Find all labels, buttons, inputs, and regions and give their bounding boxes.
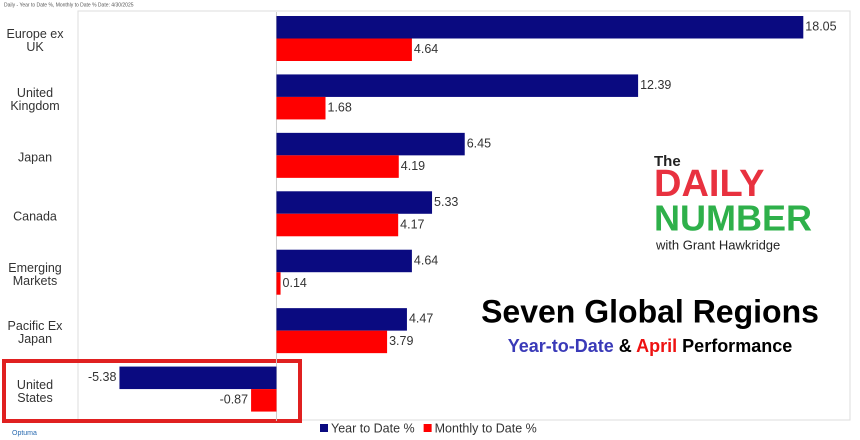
subtitle-part: Performance [682, 336, 792, 356]
value-label: 0.14 [283, 276, 307, 290]
category-label: Pacific Ex Japan [7, 319, 63, 347]
category-label: Japan [17, 150, 53, 165]
bar [119, 366, 277, 390]
value-label: -0.87 [220, 393, 249, 407]
bar [276, 155, 399, 178]
value-label: -5.38 [88, 370, 117, 384]
value-label: 4.64 [414, 253, 438, 267]
legend-label: Year to Date % [331, 421, 415, 435]
category-label: United States [16, 377, 54, 405]
category-label: Europe ex UK [6, 27, 64, 55]
legend-swatch [320, 424, 328, 432]
bar [276, 213, 399, 237]
source: Optuma [12, 430, 37, 437]
value-label: 18.05 [805, 20, 836, 34]
legend-swatch [423, 424, 432, 432]
logo-the: The [654, 153, 681, 170]
header: Daily - Year to Date %, Monthly to Date … [4, 2, 134, 8]
logo-daily: DAILY [654, 163, 765, 205]
bar [251, 389, 277, 412]
subtitle-part: April [636, 336, 677, 356]
subtitle: Year-to-Date & April Performance [508, 336, 792, 356]
logo-number: NUMBER [654, 198, 812, 239]
value-label: 3.79 [389, 334, 413, 348]
value-label: 4.17 [400, 217, 424, 231]
bar [276, 132, 465, 156]
value-label: 5.33 [434, 195, 458, 209]
logo-byline: with Grant Hawkridge [655, 237, 780, 252]
bar [276, 38, 412, 61]
subtitle-part: & [619, 336, 632, 356]
bar [276, 96, 326, 120]
highlight-box [2, 359, 302, 423]
legend-label: Monthly to Date % [435, 421, 537, 435]
bar [276, 308, 407, 331]
bar [276, 249, 412, 273]
subtitle-part: Year-to-Date [508, 336, 614, 356]
value-label: 4.64 [414, 42, 438, 56]
bar [276, 191, 433, 214]
value-label: 1.68 [328, 100, 352, 114]
category-label: United Kingdom [10, 85, 60, 113]
value-label: 6.45 [467, 136, 491, 150]
value-label: 4.47 [409, 312, 433, 326]
category-label: Emerging Markets [8, 260, 62, 288]
plot-frame [77, 10, 851, 421]
value-label: 4.19 [401, 159, 425, 173]
bar [276, 74, 639, 97]
value-label: 12.39 [640, 78, 671, 92]
bar [276, 330, 388, 354]
category-label: Canada [13, 209, 57, 223]
bar [276, 16, 804, 39]
title: Seven Global Regions [481, 293, 819, 329]
bar [276, 272, 281, 295]
